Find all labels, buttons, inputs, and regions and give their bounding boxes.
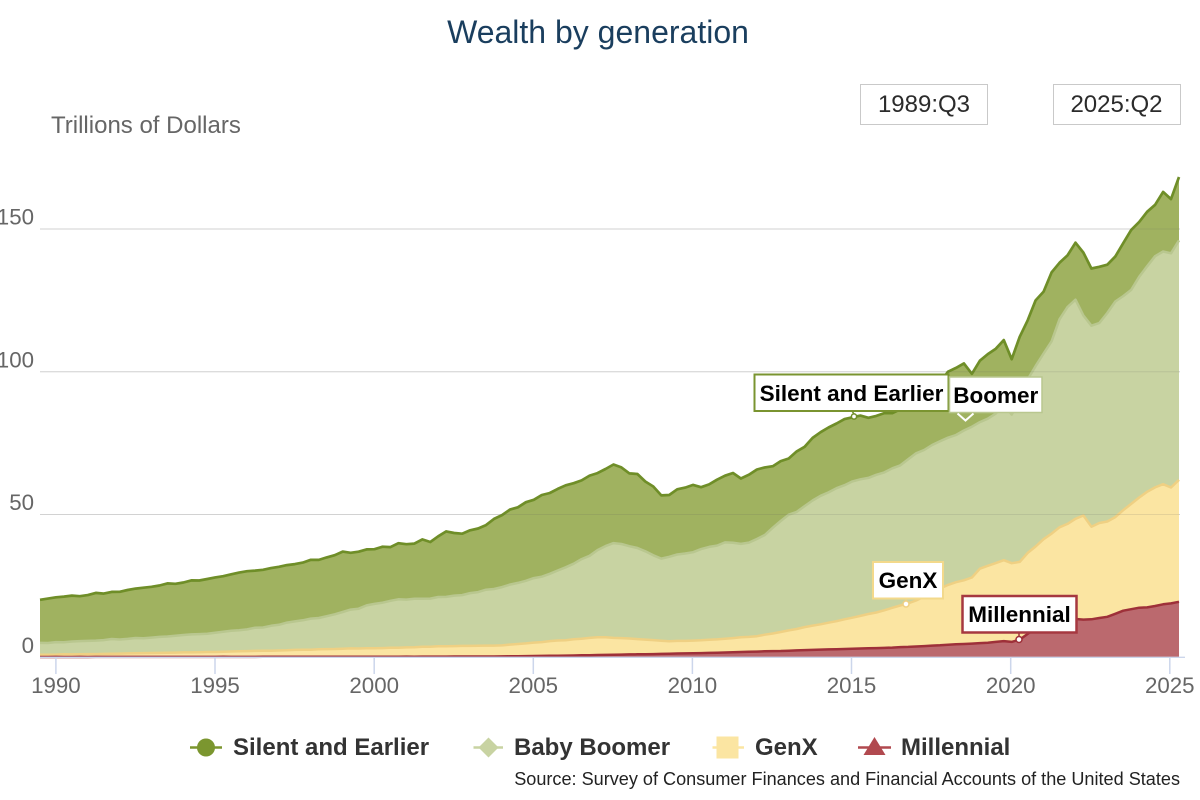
svg-text:Boomer: Boomer <box>953 383 1038 408</box>
svg-text:0: 0 <box>22 633 34 658</box>
svg-text:1995: 1995 <box>190 673 240 698</box>
svg-text:2015: 2015 <box>827 673 877 698</box>
svg-text:Silent and Earlier: Silent and Earlier <box>760 381 944 406</box>
svg-text:1990: 1990 <box>31 673 81 698</box>
svg-text:GenX: GenX <box>755 734 818 761</box>
svg-text:2000: 2000 <box>349 673 399 698</box>
svg-text:100: 100 <box>0 347 34 372</box>
svg-text:2010: 2010 <box>668 673 718 698</box>
svg-text:Millennial: Millennial <box>901 734 1010 761</box>
svg-text:Silent and Earlier: Silent and Earlier <box>233 734 429 761</box>
svg-text:2020: 2020 <box>986 673 1036 698</box>
svg-text:Millennial: Millennial <box>968 602 1071 627</box>
svg-text:2025: 2025 <box>1145 673 1195 698</box>
svg-text:150: 150 <box>0 205 34 230</box>
svg-text:Baby Boomer: Baby Boomer <box>514 734 670 761</box>
svg-text:2005: 2005 <box>508 673 558 698</box>
svg-text:50: 50 <box>9 490 34 515</box>
svg-text:GenX: GenX <box>879 568 938 593</box>
